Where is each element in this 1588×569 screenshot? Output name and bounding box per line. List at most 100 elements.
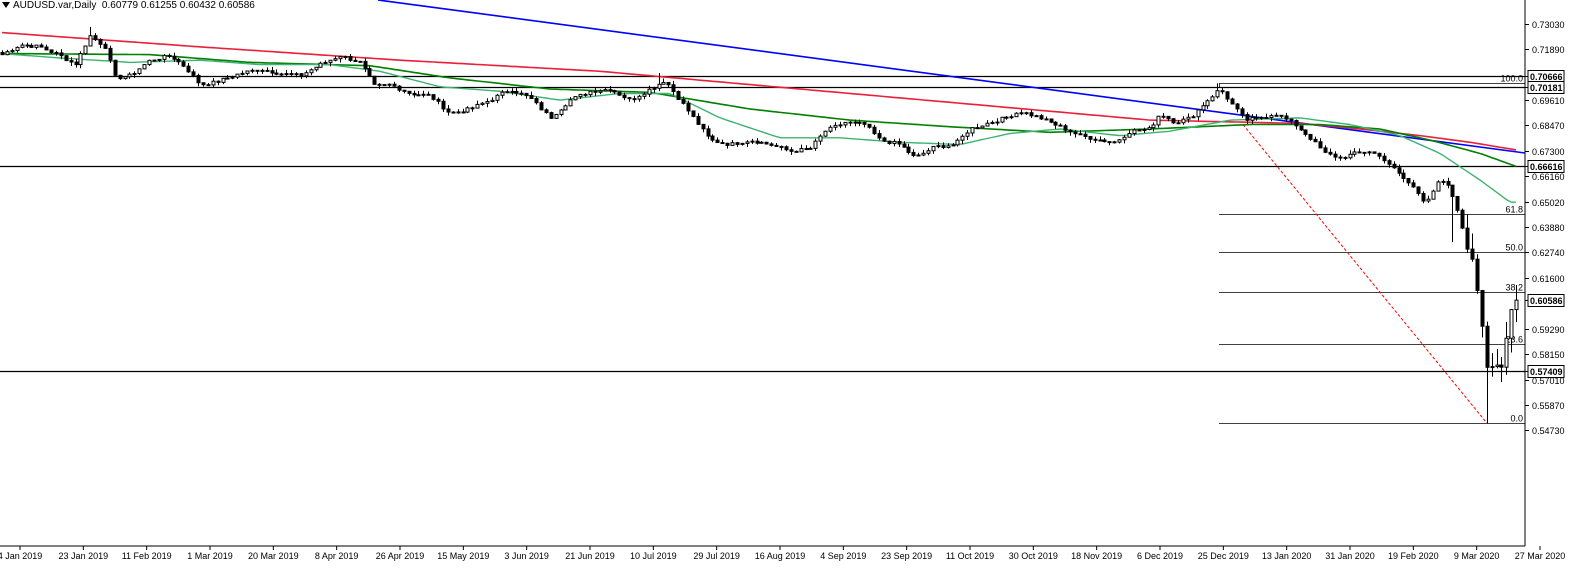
candle-body-bear	[1382, 155, 1387, 162]
time-label: 6 Dec 2019	[1137, 551, 1183, 561]
candle-body-bull	[1142, 128, 1147, 131]
candle	[568, 97, 573, 107]
candle-body-bear	[441, 100, 446, 110]
candle	[774, 143, 779, 147]
candle	[902, 141, 907, 148]
candle-body-bull	[828, 126, 833, 132]
candle	[299, 72, 304, 80]
candle	[230, 75, 235, 80]
candle	[59, 49, 64, 60]
candle	[1161, 112, 1166, 119]
candle	[853, 119, 858, 127]
candle	[784, 145, 789, 152]
candle	[1166, 115, 1171, 122]
candle	[221, 77, 226, 85]
candle-body-bull	[34, 44, 39, 48]
candle	[867, 123, 872, 129]
candle-body-bear	[1455, 196, 1460, 211]
candle	[1465, 214, 1470, 254]
time-label: 13 Jan 2020	[1262, 551, 1312, 561]
candle-body-bull	[314, 66, 319, 71]
candle-body-bull	[808, 147, 813, 150]
candle	[691, 110, 696, 118]
candle-body-bull	[142, 64, 147, 70]
candle	[735, 141, 740, 147]
candle	[1068, 129, 1073, 136]
candle-body-bull	[480, 102, 485, 105]
candle	[539, 101, 544, 111]
candle-body-bull	[20, 44, 25, 48]
candle	[1274, 112, 1279, 117]
candle	[1132, 128, 1137, 136]
collapse-triangle-icon[interactable]	[2, 2, 10, 9]
price-label: 0.58150	[1532, 350, 1565, 360]
candle-body-bear	[1499, 364, 1504, 368]
candle-body-bear	[1470, 248, 1475, 260]
candle-body-bull	[1147, 127, 1152, 130]
candle	[196, 73, 201, 87]
candle	[813, 138, 818, 151]
candle	[647, 85, 652, 98]
candle-body-bear	[201, 82, 206, 86]
candle	[941, 142, 946, 150]
candle	[167, 53, 172, 59]
candle-body-bull	[926, 150, 931, 154]
candle	[696, 113, 701, 125]
time-label: 9 Mar 2020	[1454, 551, 1500, 561]
price-label: 0.59290	[1532, 325, 1565, 335]
candle-body-bull	[578, 93, 583, 98]
candle-body-bull	[1441, 180, 1446, 183]
candle	[127, 72, 132, 79]
candle-body-bull	[78, 53, 83, 66]
candle	[201, 82, 206, 87]
candle	[808, 146, 813, 150]
candle	[1289, 118, 1294, 125]
candle-body-bear	[794, 150, 799, 153]
price-label: 0.67300	[1532, 147, 1565, 157]
candle	[25, 42, 30, 48]
candle-body-bull	[1181, 118, 1186, 124]
candle-body-bull	[421, 93, 426, 96]
candle	[1509, 309, 1514, 353]
candle	[661, 78, 666, 85]
sma-long-red	[1, 31, 1517, 151]
candle-body-bear	[877, 133, 882, 139]
candle	[1338, 154, 1343, 161]
candle-body-bull	[323, 61, 328, 64]
candle	[617, 91, 622, 96]
candle	[1392, 161, 1397, 169]
candle-body-bull	[500, 91, 505, 96]
candle	[1122, 135, 1127, 144]
time-label: 20 Mar 2019	[248, 551, 299, 561]
candle-body-bull	[495, 94, 500, 101]
candle	[309, 68, 314, 76]
candle-body-bull	[157, 58, 162, 61]
candle	[1186, 113, 1191, 123]
candle-body-bear	[941, 145, 946, 148]
candle-body-bear	[108, 47, 113, 61]
candle-body-bull	[328, 59, 333, 63]
candle-body-bull	[1009, 116, 1014, 119]
time-label: 30 Oct 2019	[1009, 551, 1058, 561]
price-label-boxed: 0.66616	[1530, 162, 1563, 172]
candle	[495, 93, 500, 104]
candle-body-bull	[475, 103, 480, 109]
time-label: 23 Jan 2019	[59, 551, 109, 561]
candle	[838, 121, 843, 129]
candle-body-bull	[657, 83, 662, 89]
candle-body-bull	[960, 135, 965, 141]
candle	[10, 48, 15, 53]
candle-body-bull	[5, 51, 10, 56]
candle	[965, 130, 970, 141]
candle	[1387, 159, 1392, 168]
candle	[353, 56, 358, 62]
candle	[1225, 91, 1230, 103]
candle-body-bull	[588, 90, 593, 96]
candle	[1372, 151, 1377, 154]
candle-body-bull	[245, 70, 250, 74]
candle	[397, 85, 402, 93]
candle	[1303, 129, 1308, 137]
price-label-box	[1527, 365, 1565, 378]
candle-body-bear	[181, 61, 186, 67]
